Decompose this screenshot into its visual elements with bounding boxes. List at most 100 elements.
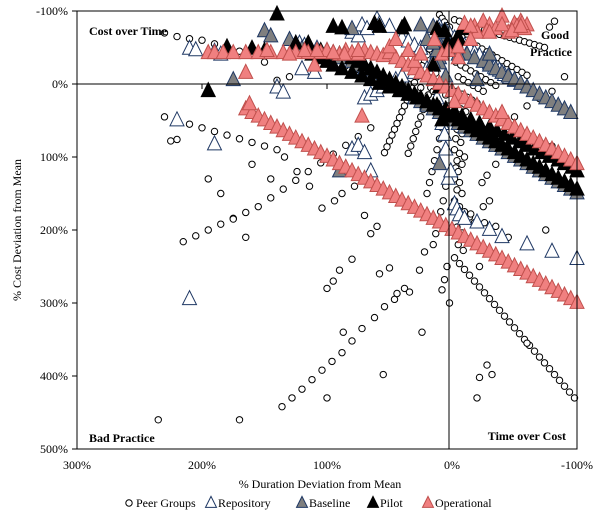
legend-label-baseline: Baseline bbox=[309, 496, 350, 510]
repository-point bbox=[519, 234, 535, 251]
repository-point bbox=[437, 139, 454, 156]
peer-groups-point bbox=[323, 394, 331, 402]
peer-groups-point bbox=[329, 277, 337, 285]
legend-marker-pilot bbox=[366, 495, 380, 508]
peer-groups-point bbox=[492, 160, 500, 169]
repository-point bbox=[436, 125, 453, 141]
pilot-point bbox=[381, 77, 398, 94]
peer-groups-point bbox=[198, 124, 206, 132]
series-operational bbox=[200, 7, 585, 309]
peer-groups-point bbox=[479, 202, 487, 211]
repository-point bbox=[481, 220, 498, 236]
peer-groups-point bbox=[429, 240, 437, 249]
peer-groups-point bbox=[542, 226, 550, 234]
peer-groups-point bbox=[455, 259, 464, 268]
peer-groups-point bbox=[342, 141, 350, 150]
peer-groups-point bbox=[475, 262, 484, 271]
repository-point bbox=[350, 136, 367, 152]
legend-label-pilot: Pilot bbox=[380, 496, 403, 510]
peer-groups-point bbox=[432, 229, 440, 238]
legend-marker-baseline bbox=[295, 495, 309, 508]
peer-groups-point bbox=[278, 402, 286, 411]
peer-groups-point bbox=[308, 375, 316, 384]
peer-groups-point bbox=[350, 182, 359, 190]
operational-point bbox=[450, 37, 467, 54]
peer-groups-point bbox=[318, 366, 326, 374]
peer-groups-point bbox=[217, 220, 225, 228]
legend-label-repository: Repository bbox=[218, 496, 271, 510]
pilot-point bbox=[371, 74, 388, 90]
peer-groups-point bbox=[229, 215, 237, 223]
repository-point bbox=[469, 212, 485, 229]
peer-groups-point bbox=[360, 211, 369, 220]
pilot-point bbox=[436, 21, 453, 38]
legend-marker-operational bbox=[421, 495, 435, 508]
operational-point bbox=[336, 45, 353, 61]
peer-groups-point bbox=[348, 255, 356, 263]
repository-point bbox=[294, 59, 310, 76]
operational-point bbox=[306, 55, 323, 72]
peer-groups-point bbox=[407, 142, 415, 150]
peer-groups-point bbox=[375, 270, 384, 278]
peer-groups-point bbox=[460, 265, 469, 274]
y-tick-label: 300% bbox=[40, 296, 68, 310]
peer-groups-point bbox=[455, 178, 464, 187]
peer-groups-point bbox=[335, 266, 344, 274]
peer-groups-point bbox=[523, 102, 531, 110]
peer-groups-point bbox=[248, 160, 256, 169]
operational-point bbox=[237, 43, 254, 60]
peer-groups-point bbox=[204, 226, 212, 234]
peer-groups-point bbox=[453, 186, 461, 194]
pilot-point bbox=[462, 110, 479, 127]
peer-groups-point bbox=[393, 289, 401, 298]
peer-groups-point bbox=[338, 189, 346, 198]
pilot-point bbox=[409, 88, 425, 105]
peer-groups-point bbox=[473, 394, 481, 402]
peer-groups-point bbox=[154, 416, 162, 424]
peer-groups-point bbox=[475, 283, 484, 291]
peer-groups-point bbox=[380, 302, 389, 311]
peer-groups-point bbox=[530, 347, 539, 355]
peer-groups-point bbox=[267, 194, 275, 202]
peer-groups-point bbox=[298, 385, 306, 393]
peer-groups-point bbox=[483, 361, 491, 369]
peer-groups-point bbox=[379, 370, 387, 379]
peer-groups-point bbox=[223, 131, 231, 139]
peer-groups-point bbox=[242, 208, 250, 217]
peer-groups-point bbox=[323, 284, 331, 293]
pilot-point bbox=[354, 66, 370, 83]
peer-groups-point bbox=[367, 229, 375, 238]
pilot-point bbox=[269, 4, 285, 21]
peer-groups-point bbox=[438, 286, 446, 294]
y-tick-label: 400% bbox=[40, 369, 68, 383]
pilot-point bbox=[334, 59, 350, 76]
peer-groups-point bbox=[160, 29, 169, 37]
baseline-point bbox=[431, 154, 448, 171]
operational-point bbox=[215, 43, 232, 60]
peer-groups-point bbox=[412, 127, 420, 136]
peer-groups-point bbox=[455, 149, 464, 158]
peer-groups-point bbox=[414, 120, 422, 128]
peer-groups-point bbox=[280, 153, 289, 161]
plot-area bbox=[154, 4, 585, 424]
operational-point bbox=[400, 41, 417, 57]
peer-groups-point bbox=[260, 58, 269, 66]
peer-groups-point bbox=[293, 167, 301, 176]
pilot-point bbox=[391, 81, 408, 98]
repository-point bbox=[181, 289, 198, 306]
peer-groups-point bbox=[560, 73, 569, 81]
peer-groups-point bbox=[478, 178, 486, 187]
pilot-point bbox=[481, 118, 498, 134]
pilot-point bbox=[471, 114, 488, 130]
peer-groups-point bbox=[458, 189, 466, 198]
operational-point bbox=[225, 43, 242, 60]
baseline-point bbox=[412, 15, 429, 32]
peer-groups-point bbox=[483, 171, 491, 179]
peer-groups-point bbox=[418, 328, 426, 336]
pilot-point bbox=[396, 15, 413, 32]
peer-groups-point bbox=[288, 394, 296, 402]
peer-groups-point bbox=[485, 294, 494, 303]
peer-groups-point bbox=[492, 81, 500, 90]
peer-groups-point bbox=[475, 373, 484, 382]
peer-groups-point bbox=[330, 197, 339, 205]
